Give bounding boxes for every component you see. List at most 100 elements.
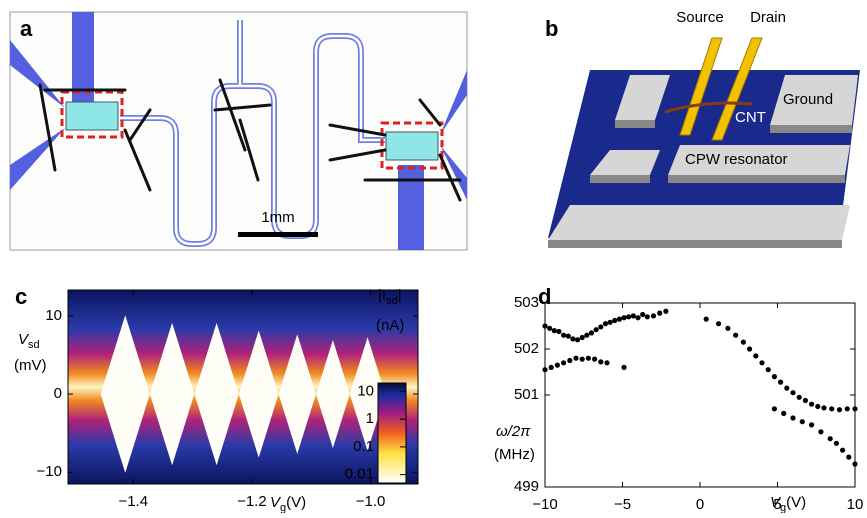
data-point xyxy=(765,367,771,373)
scale-bar xyxy=(238,232,318,237)
data-point xyxy=(551,328,557,334)
ground-pad xyxy=(770,75,858,125)
x-symbol: V xyxy=(270,494,282,511)
y-tick-label: 0 xyxy=(54,385,62,402)
ground-strip xyxy=(548,205,850,240)
data-point xyxy=(836,407,843,413)
source-electrode xyxy=(679,37,723,136)
data-point xyxy=(781,410,787,416)
colorbar-tick-label: 0.01 xyxy=(345,466,374,483)
data-point xyxy=(809,422,815,428)
scale-bar-label: 1mm xyxy=(261,209,294,226)
colorbar-tick-label: 10 xyxy=(357,382,374,399)
panel-a: 1mm a xyxy=(9,11,468,251)
data-point xyxy=(548,364,554,370)
colorbar-tick-label: 0.1 xyxy=(353,438,374,455)
data-point xyxy=(771,406,778,412)
data-point xyxy=(604,360,610,366)
x-axis-label: Vg(V) xyxy=(770,494,806,513)
x-tick-label: 10 xyxy=(847,496,864,513)
data-point xyxy=(759,360,765,366)
coulomb-diamond xyxy=(194,322,239,466)
panel-label: c xyxy=(15,284,27,309)
y-axis-unit: (MHz) xyxy=(494,446,535,463)
data-point xyxy=(703,316,709,322)
data-point xyxy=(640,311,646,318)
x-subscript: g xyxy=(280,502,286,513)
highlight-box xyxy=(60,90,124,139)
resonator-gap xyxy=(120,20,385,246)
data-point xyxy=(809,401,815,407)
source-label: Source xyxy=(676,9,724,26)
colorbar-unit: (nA) xyxy=(376,317,404,334)
data-point xyxy=(616,316,623,322)
y-tick-label: 503 xyxy=(514,294,539,311)
device xyxy=(385,131,439,161)
x-unit: (V) xyxy=(286,494,306,511)
data-point xyxy=(556,328,562,335)
data-point xyxy=(725,325,731,331)
data-point xyxy=(716,321,722,327)
data-point xyxy=(593,327,599,333)
x-tick-label: 5 xyxy=(773,496,781,513)
data-point xyxy=(657,310,663,316)
device xyxy=(65,101,119,131)
data-point xyxy=(592,356,598,362)
x-tick-label: −5 xyxy=(614,496,631,513)
panel-label: a xyxy=(20,16,33,41)
cb-subscript: sd xyxy=(386,295,398,307)
coulomb-diamond xyxy=(278,334,316,454)
data-point xyxy=(621,315,627,321)
x-tick-label: −10 xyxy=(532,496,557,513)
x-axis-label: Vg(V) xyxy=(270,494,306,513)
nanotube xyxy=(664,101,753,114)
data-point xyxy=(852,406,858,412)
cpw-strip xyxy=(668,145,850,175)
y-tick-label: 502 xyxy=(514,340,539,357)
data-point xyxy=(650,313,657,319)
data-point xyxy=(542,367,548,373)
data-point xyxy=(753,353,759,359)
data-point xyxy=(840,447,846,453)
data-point xyxy=(598,324,604,330)
data-point xyxy=(612,317,618,324)
x-symbol: V xyxy=(770,494,782,511)
data-point xyxy=(852,461,858,467)
coulomb-diamond xyxy=(238,330,279,458)
data-point xyxy=(567,357,573,364)
colorbar xyxy=(377,382,407,484)
data-point xyxy=(740,339,747,345)
data-point xyxy=(644,314,650,320)
data-point xyxy=(621,364,627,370)
data-point xyxy=(635,315,641,321)
data-point xyxy=(570,336,576,342)
data-point xyxy=(663,308,669,314)
data-point xyxy=(821,405,827,411)
cpw-label: CPW resonator xyxy=(685,151,788,168)
x-unit: (V) xyxy=(786,494,806,511)
data-point xyxy=(598,359,604,365)
data-point xyxy=(733,332,739,338)
data-point xyxy=(790,415,796,421)
data-point xyxy=(833,440,840,446)
ground-pad xyxy=(590,150,660,175)
ground-label: Ground xyxy=(783,91,833,108)
y-tick-label: −10 xyxy=(37,463,62,480)
data-point xyxy=(771,374,778,380)
data-point xyxy=(784,385,790,391)
coulomb-diamond xyxy=(349,337,386,451)
data-point xyxy=(547,325,553,331)
panel-c: c Vsd (mV) Vg(V) |Isd| (nA) −1.4 −1.2 −1.0… xyxy=(14,284,419,514)
diamonds xyxy=(100,315,386,473)
data-point xyxy=(827,436,833,442)
y-tick-label: 501 xyxy=(514,386,539,403)
y-axis-label: ω/2π xyxy=(496,423,531,440)
x-subscript: g xyxy=(780,502,786,513)
x-tick-label: −1.4 xyxy=(118,493,148,510)
panel-b: b Source Drain Ground CNT CPW resonator xyxy=(545,9,860,248)
plot-frame xyxy=(67,289,419,485)
data-point xyxy=(829,406,835,412)
